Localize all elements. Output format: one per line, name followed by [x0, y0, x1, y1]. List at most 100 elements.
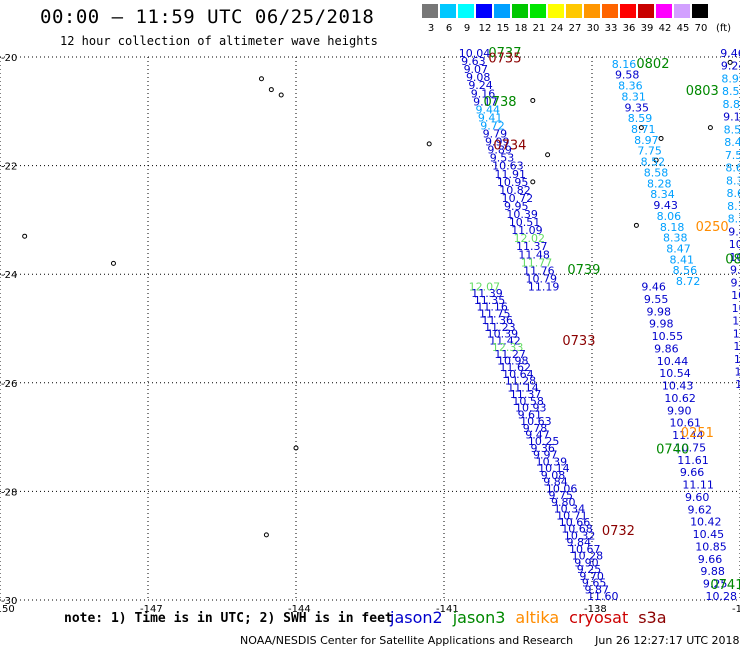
wave-height-value: 10.04 [459, 47, 491, 60]
wave-height-value: 9.87 [584, 583, 609, 596]
wave-height-value: 11.35 [474, 294, 506, 307]
wave-height-value: 10.39 [506, 208, 538, 221]
x-tick-label: -141 [436, 604, 459, 615]
wave-height-value: 9.89 [487, 144, 512, 157]
wave-height-value: 10.28 [705, 590, 737, 603]
wave-height-value: 11.61 [677, 454, 709, 467]
pass-label: 0250 [696, 220, 729, 235]
wave-height-value: 9.35 [625, 101, 650, 114]
wave-height-value: 9.97 [533, 449, 558, 462]
scale-swatch [440, 4, 456, 18]
wave-height-value: 8.41 [669, 253, 694, 266]
wave-height-value: 7.75 [637, 145, 662, 158]
wave-height-value: 8.71 [631, 123, 656, 136]
color-scale-unit: (ft) [716, 23, 732, 34]
scale-label: 42 [658, 23, 672, 34]
satellite-legend: jason2 jason3 altika cryosat s3a [390, 608, 677, 627]
wave-height-value: 10.42 [690, 516, 722, 529]
footer: NOAA/NESDIS Center for Satellite Applica… [240, 634, 740, 647]
wave-height-value: 8.56 [673, 264, 698, 277]
wave-height-value: 10.43 [662, 380, 694, 393]
wave-height-value: 10.98 [497, 355, 529, 368]
island-marker [727, 59, 733, 65]
y-tick-label: -24 [1, 270, 17, 281]
island-marker [707, 125, 713, 131]
scale-swatch [476, 4, 492, 18]
wave-height-value: 9.59 [731, 276, 740, 289]
wave-height-value: 8.59 [722, 85, 740, 98]
island-marker [633, 222, 639, 228]
pass-label: 0733 [562, 334, 595, 349]
wave-height-value: 10.63 [732, 302, 740, 315]
wave-height-value: 8.47 [666, 242, 691, 255]
scale-label: 12 [478, 23, 492, 34]
wave-height-value: 9.84 [543, 476, 568, 489]
wave-height-value: 10.61 [670, 417, 702, 430]
wave-height-value: 11.27 [494, 348, 525, 361]
wave-height-value: 10.63 [492, 160, 524, 173]
wave-height-value: 10.62 [664, 392, 696, 405]
wave-height-value: 10.72 [502, 192, 533, 205]
scale-label: 15 [496, 23, 510, 34]
scale-label: 18 [514, 23, 528, 34]
scale-label: 36 [622, 23, 636, 34]
wave-height-value: 11.75 [479, 307, 511, 320]
wave-height-value: 9.79 [483, 128, 508, 141]
legend-jason3: jason3 [452, 608, 506, 627]
wave-height-value: 9.46 [641, 280, 666, 293]
island-marker [426, 141, 432, 147]
wave-height-value: 9.47 [728, 225, 740, 238]
wave-height-value: 8.52 [641, 156, 666, 169]
wave-height-value: 11.76 [523, 264, 555, 277]
scale-swatch [548, 4, 564, 18]
scale-label: 24 [550, 23, 564, 34]
wave-height-value: 10.32 [564, 529, 596, 542]
scale-label: 3 [427, 23, 435, 34]
wave-height-value: 10.75 [675, 441, 707, 454]
wave-height-value: 10.68 [561, 523, 593, 536]
wave-height-value: 8.16 [727, 200, 740, 213]
scale-label: 70 [694, 23, 708, 34]
scale-swatch [512, 4, 528, 18]
wave-height-value: 9.46 [720, 47, 740, 60]
wave-height-value: 8.58 [644, 166, 669, 179]
wave-height-value: 9.66 [698, 553, 723, 566]
wave-height-value: 11.14 [507, 381, 539, 394]
wave-height-value: 11.60 [587, 590, 619, 603]
island-marker [653, 157, 659, 163]
wave-height-value: 9.75 [548, 489, 573, 502]
wave-height-value: 9.32 [730, 264, 740, 277]
legend-jason2: jason2 [390, 608, 443, 627]
wave-height-value: 9.61 [518, 408, 543, 421]
wave-height-value: 9.88 [700, 565, 725, 578]
island-marker [530, 179, 536, 185]
wave-height-value: 10.66 [559, 516, 591, 529]
wave-height-value: 9.17 [473, 95, 498, 108]
wave-height-value: 11.39 [471, 287, 503, 300]
island-marker [110, 260, 116, 266]
wave-height-value: 9.62 [688, 503, 713, 516]
island-marker [258, 76, 264, 82]
island-marker [530, 97, 536, 103]
wave-height-value: 9.72 [480, 119, 505, 132]
wave-height-value: 8.72 [676, 275, 701, 288]
scale-swatch [656, 4, 672, 18]
legend-s3a: s3a [638, 608, 667, 627]
wave-height-value: 11.91 [495, 168, 527, 181]
wave-height-value: 9.25 [577, 563, 602, 576]
pass-label: 080 [725, 252, 740, 267]
scale-label: 21 [532, 23, 546, 34]
wave-height-value: 10.85 [695, 540, 727, 553]
wave-height-value: 11.13 [732, 315, 740, 328]
x-tick-label: -13 [732, 604, 740, 615]
wave-height-value: 10.93 [515, 402, 547, 415]
x-tick-label: -147 [140, 604, 163, 615]
wave-height-value: 8.16 [612, 58, 637, 71]
wave-height-value: 8.34 [726, 174, 740, 187]
wave-height-value: 8.36 [618, 80, 643, 93]
scale-label: 30 [586, 23, 600, 34]
pass-label: 0741 [710, 578, 740, 593]
scale-swatch [602, 4, 618, 18]
wave-height-value: 11.48 [518, 248, 550, 261]
